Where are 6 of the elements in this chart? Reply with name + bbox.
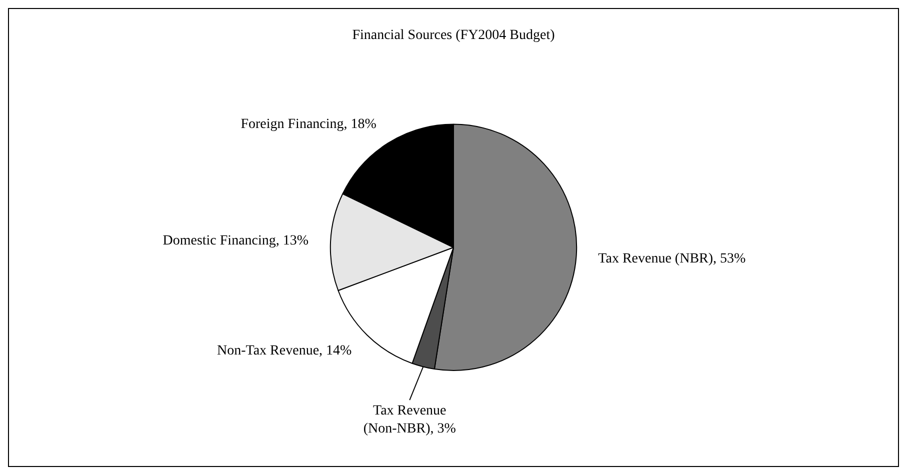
- chart-title: Financial Sources (FY2004 Budget): [352, 28, 556, 44]
- slice-label: Domestic Financing, 13%: [162, 233, 309, 248]
- slice-label: Tax Revenue (NBR), 53%: [598, 251, 746, 266]
- slice-label: Tax Revenue (Non-NBR), 3%: [363, 404, 456, 437]
- slice-label: Non-Tax Revenue, 14%: [216, 343, 352, 358]
- slice-label: Foreign Financing, 18%: [240, 117, 377, 132]
